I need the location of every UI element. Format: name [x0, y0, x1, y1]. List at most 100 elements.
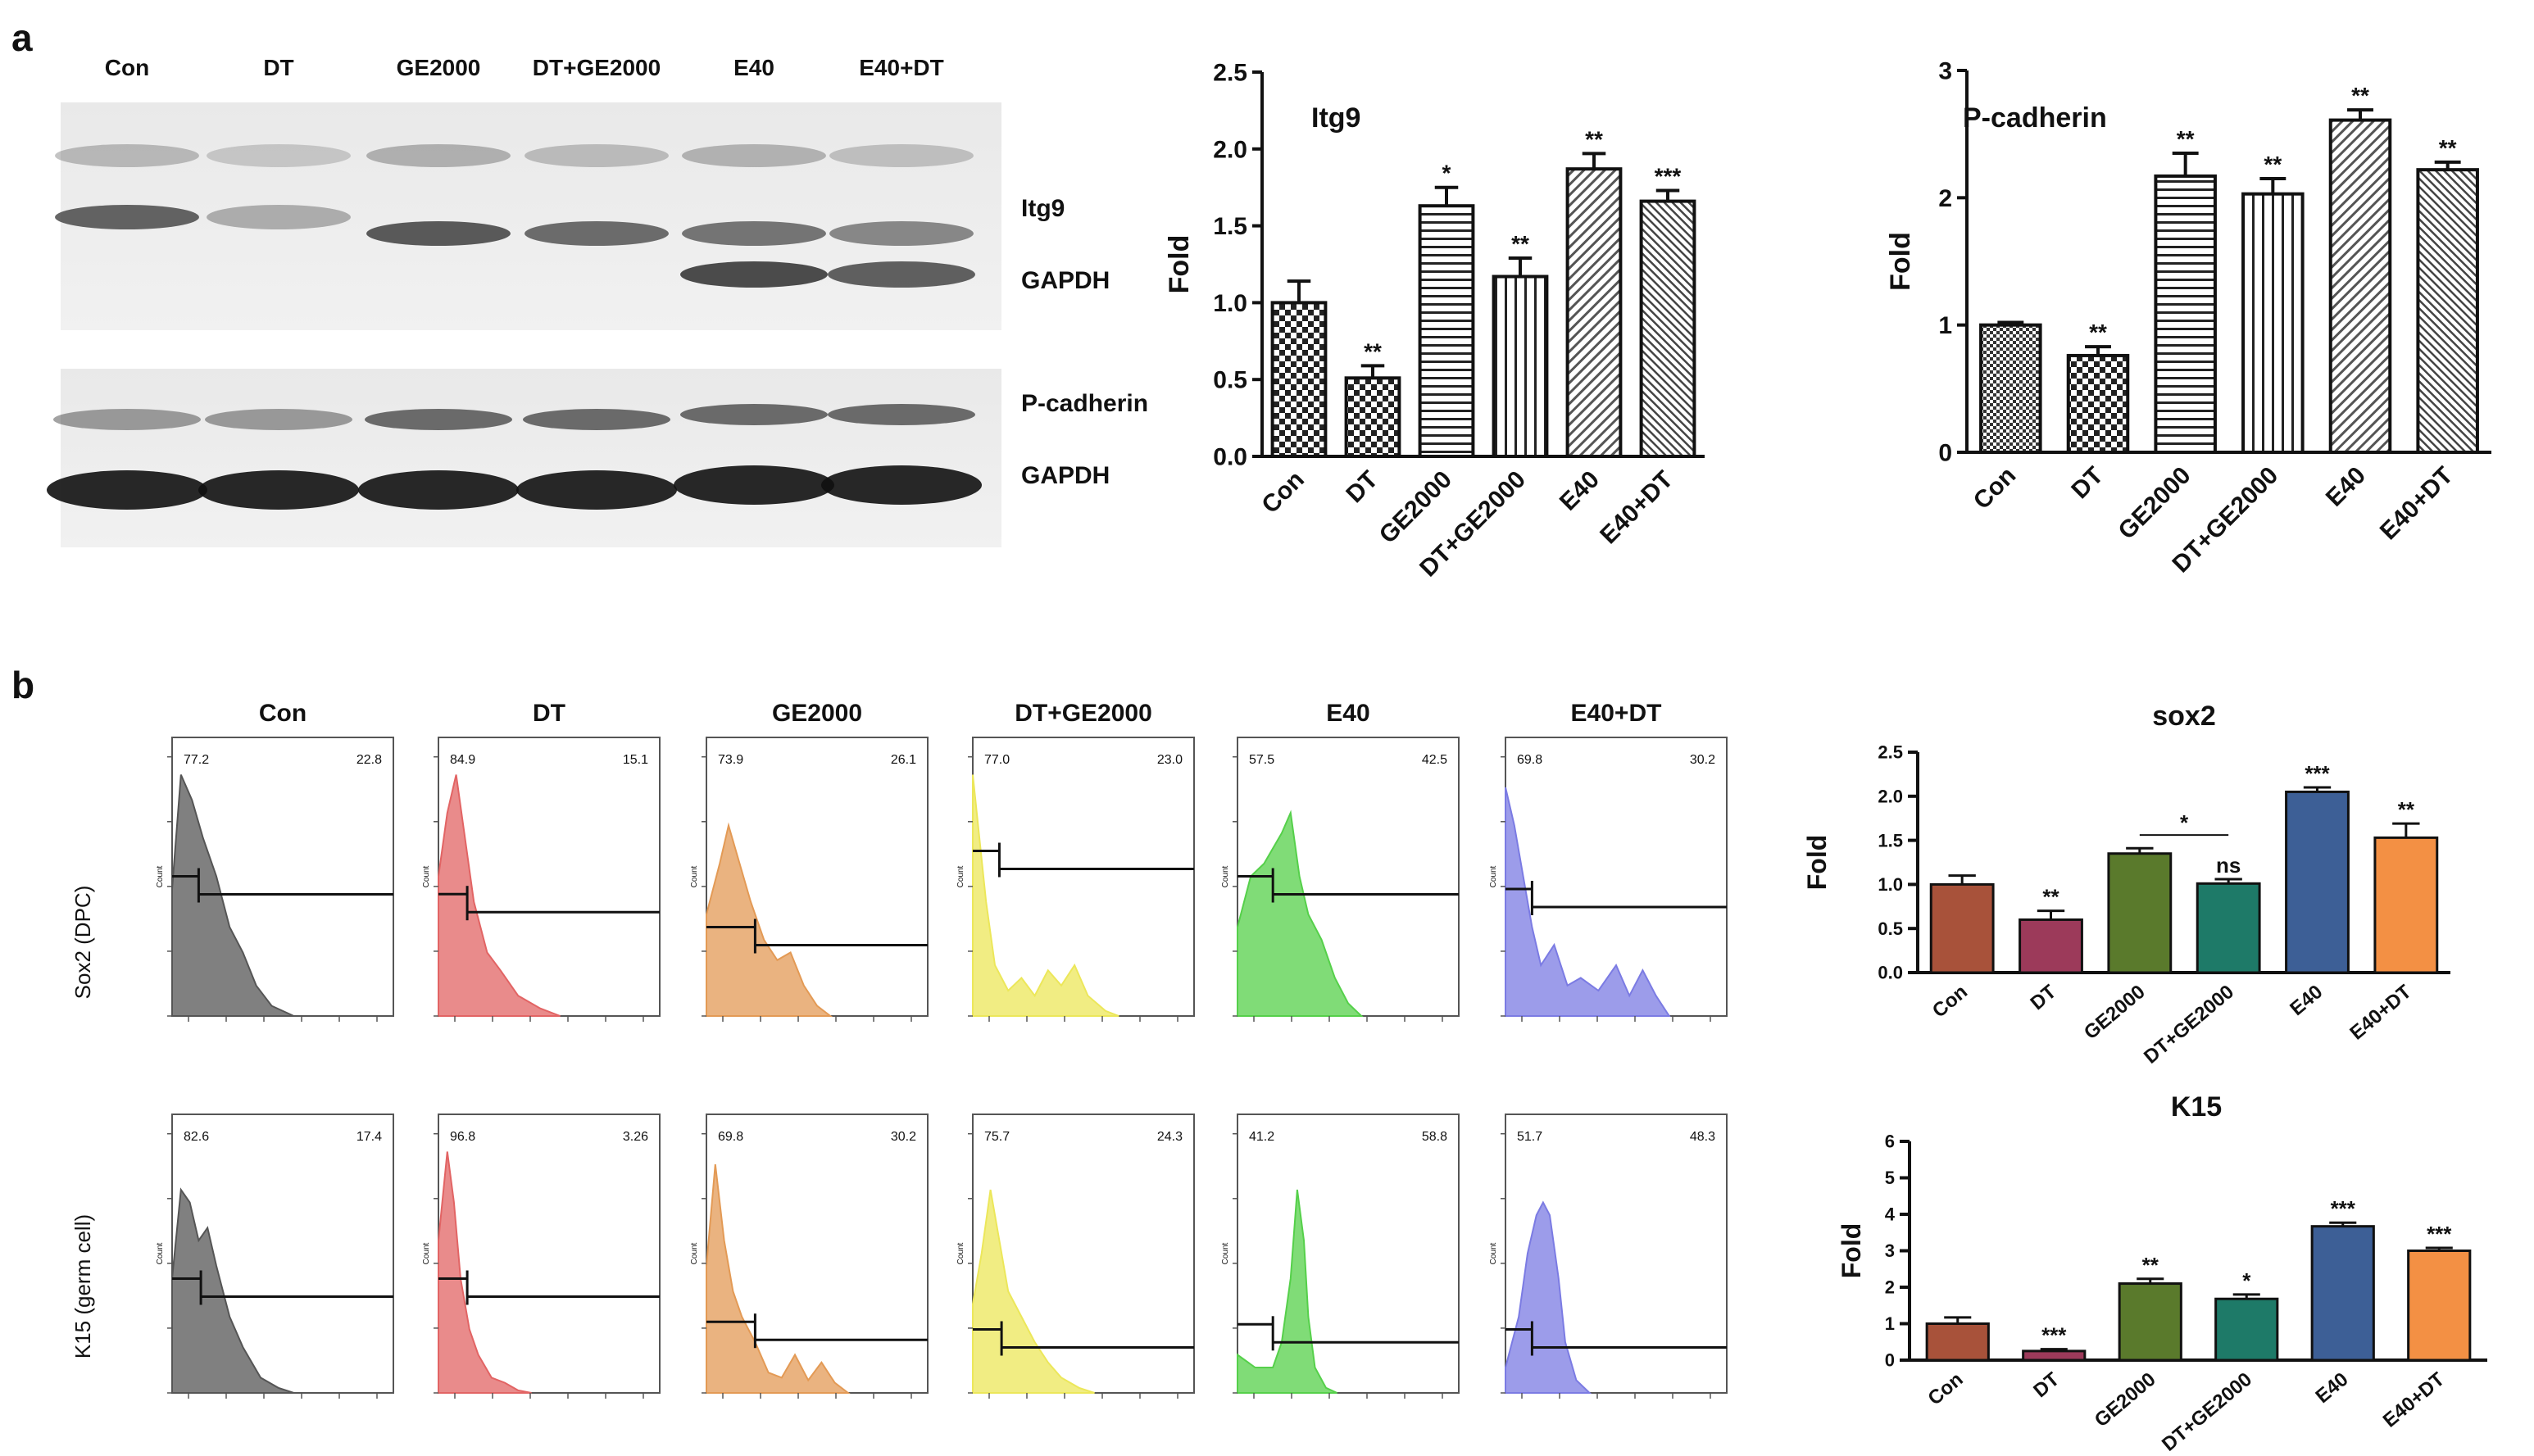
flow-histogram: 57.5 42.5 Count	[1221, 737, 1460, 1022]
y-tick-label: 2	[1938, 185, 1952, 212]
category-label: E40	[1555, 466, 1605, 516]
band	[516, 470, 677, 510]
significance-label: ns	[2216, 853, 2241, 878]
lane-label: DT+GE2000	[533, 55, 661, 80]
flow-row-label-k15: K15 (germ cell)	[70, 1214, 95, 1358]
bar	[1639, 199, 1696, 458]
significance-label: **	[2089, 320, 2107, 345]
count-axis-label: Count	[156, 865, 165, 887]
category-label: DT	[2066, 462, 2109, 505]
y-tick-label: 2.0	[1878, 787, 1903, 807]
gate-percent-right: 22.8	[356, 753, 382, 767]
western-blot-p-cadherin	[47, 369, 1001, 547]
flow-histogram: 77.0 23.0 Count	[956, 737, 1195, 1022]
panel-label-b: b	[11, 664, 34, 706]
bar	[1925, 1322, 1990, 1362]
blot-label-p-cadherin: P-cadherin	[1021, 390, 1148, 417]
band	[55, 144, 199, 167]
significance-label: **	[2398, 797, 2415, 822]
gate-percent-left: 69.8	[718, 1130, 743, 1144]
gate-percent-left: 77.0	[984, 753, 1010, 767]
band	[682, 144, 826, 167]
flow-histogram: 69.8 30.2 Count	[1489, 737, 1728, 1022]
blot-label-itg9: Itg9	[1021, 195, 1065, 222]
category-label: DT	[1341, 466, 1383, 509]
chart-title: Itg9	[1311, 102, 1360, 134]
flow-condition-label: DT+GE2000	[1015, 700, 1152, 727]
chart-title: sox2	[2152, 701, 2216, 732]
bar	[2107, 852, 2173, 974]
category-label: E40	[2321, 462, 2371, 512]
band	[525, 144, 669, 167]
count-axis-label: Count	[1221, 1242, 1230, 1264]
flow-histogram: 96.8 3.26 Count	[422, 1114, 661, 1399]
band	[828, 261, 975, 288]
y-tick-label: 6	[1885, 1132, 1895, 1152]
band	[680, 404, 828, 425]
y-tick-label: 2.5	[1213, 60, 1247, 87]
significance-label: **	[1364, 338, 1382, 364]
category-label: DT	[2026, 981, 2060, 1014]
gate-percent-right: 26.1	[891, 753, 916, 767]
lane-label: E40+DT	[859, 55, 944, 80]
bar	[2022, 1349, 2087, 1362]
y-tick-label: 2	[1885, 1277, 1895, 1298]
band	[358, 470, 519, 510]
y-tick-label: 1.5	[1878, 830, 1903, 850]
gate-percent-left: 73.9	[718, 753, 743, 767]
y-tick-label: 2.5	[1878, 742, 1903, 763]
band	[47, 470, 207, 510]
category-label: GE2000	[2080, 981, 2150, 1044]
y-tick-label: 0	[1885, 1350, 1895, 1371]
count-axis-label: Count	[422, 1242, 431, 1264]
bar	[2416, 168, 2479, 454]
significance-label: **	[2042, 885, 2059, 909]
significance-label: **	[1511, 231, 1529, 256]
gate-percent-left: 82.6	[184, 1130, 209, 1144]
bar	[1979, 323, 2042, 454]
bar	[1492, 274, 1549, 458]
significance-label: **	[1585, 126, 1603, 152]
chart-title: K15	[2171, 1091, 2222, 1123]
flow-condition-label: Con	[259, 700, 307, 727]
band	[682, 221, 826, 246]
histogram-area	[171, 774, 294, 1017]
bar	[1929, 882, 1995, 974]
category-label: Con	[1969, 462, 2022, 515]
category-label: E40+DT	[2375, 462, 2459, 546]
band	[828, 404, 975, 425]
flow-condition-label: E40+DT	[1571, 700, 1662, 727]
band	[366, 144, 511, 167]
bar	[1270, 301, 1328, 458]
histogram-area	[171, 1187, 294, 1394]
gate-percent-right: 30.2	[1690, 753, 1715, 767]
category-label: E40	[2286, 981, 2327, 1020]
panel-label-a: a	[11, 16, 33, 59]
flow-histogram: 82.6 17.4 Count	[156, 1114, 394, 1399]
gate-percent-left: 57.5	[1249, 753, 1274, 767]
count-axis-label: Count	[690, 1242, 699, 1264]
gate-percent-right: 3.26	[623, 1130, 648, 1144]
histogram-area	[1505, 787, 1671, 1017]
gate-percent-left: 51.7	[1517, 1130, 1542, 1144]
y-tick-label: 1.0	[1878, 874, 1903, 895]
gate-percent-left: 84.9	[450, 753, 475, 767]
band	[829, 144, 974, 167]
band	[680, 261, 828, 288]
flow-condition-label: E40	[1326, 700, 1369, 727]
histogram-area	[438, 1151, 532, 1394]
flow-histogram-grid: 77.2 22.8 Count 84.9 15.1 Count 73.9 26.1 Count 7…	[156, 737, 1728, 1399]
gate-percent-right: 15.1	[623, 753, 648, 767]
flow-condition-labels: Con DT GE2000 DT+GE2000 E40 E40+DT	[259, 700, 1662, 727]
flow-histogram: 51.7 48.3 Count	[1489, 1114, 1728, 1399]
band	[821, 465, 982, 505]
gate-percent-left: 96.8	[450, 1130, 475, 1144]
gate-percent-right: 48.3	[1690, 1130, 1715, 1144]
gate-percent-left: 69.8	[1517, 753, 1542, 767]
gate-percent-left: 77.2	[184, 753, 209, 767]
category-label: GE2000	[2113, 462, 2196, 545]
gate-percent-right: 17.4	[356, 1130, 382, 1144]
category-label: Con	[1256, 466, 1310, 519]
gate-percent-right: 24.3	[1157, 1130, 1183, 1144]
band	[525, 221, 669, 246]
